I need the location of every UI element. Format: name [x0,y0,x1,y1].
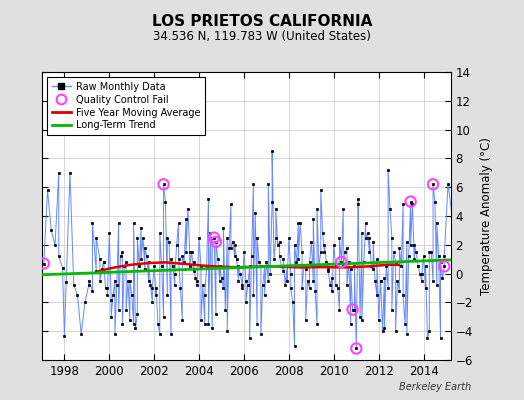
Text: Berkeley Earth: Berkeley Earth [399,382,472,392]
Point [212,239,220,245]
Text: LOS PRIETOS CALIFORNIA: LOS PRIETOS CALIFORNIA [152,14,372,29]
Point [407,198,415,205]
Point [429,181,437,188]
Y-axis label: Temperature Anomaly (°C): Temperature Anomaly (°C) [480,137,493,295]
Point [352,345,361,352]
Point [440,263,449,270]
Point [159,181,168,188]
Legend: Raw Monthly Data, Quality Control Fail, Five Year Moving Average, Long-Term Tren: Raw Monthly Data, Quality Control Fail, … [47,77,205,135]
Text: 34.536 N, 119.783 W (United States): 34.536 N, 119.783 W (United States) [153,30,371,43]
Point [337,259,345,265]
Point [348,306,357,313]
Point [210,234,219,241]
Point [40,260,48,267]
